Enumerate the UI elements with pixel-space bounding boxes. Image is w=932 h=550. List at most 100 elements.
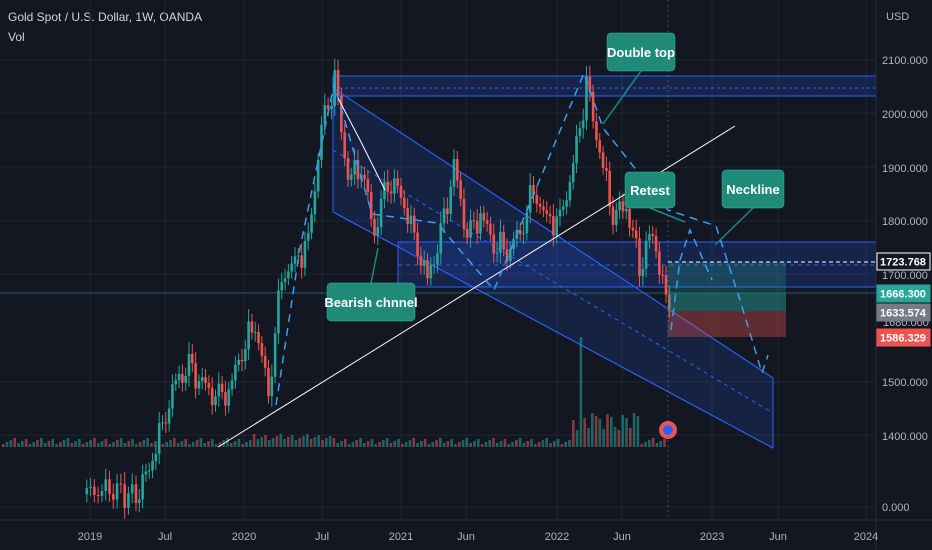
candle-body (277, 290, 280, 334)
candle-body (492, 234, 496, 254)
channel-mid (332, 149, 774, 414)
volume-bar (355, 440, 358, 447)
candle-body (210, 387, 214, 406)
candle-body (330, 106, 333, 109)
volume-bar (397, 439, 400, 447)
volume-bar (268, 440, 271, 447)
candle-body (469, 220, 472, 238)
volume-bar (9, 440, 13, 447)
volume-bar (173, 438, 176, 447)
volume-bar (188, 444, 191, 447)
volume-bar (260, 437, 263, 447)
volume-bar (389, 443, 393, 447)
volume-bar (287, 437, 290, 447)
volume-bar (351, 442, 355, 447)
volume-bar (321, 440, 324, 447)
volume-bar (575, 430, 579, 447)
position-zones (659, 0, 876, 520)
candle-body (446, 208, 449, 214)
volume-bar (97, 443, 100, 447)
candle-body (479, 213, 482, 234)
candle-body (412, 215, 416, 233)
volume-bar (123, 443, 127, 447)
volume-bar (526, 441, 529, 447)
volume-bar (218, 442, 222, 447)
candle-body (668, 294, 671, 310)
candle-body (393, 178, 396, 194)
candle-body (442, 208, 446, 224)
volume-bar (51, 439, 54, 447)
callout-box (624, 171, 676, 209)
volume-bar (613, 427, 617, 447)
candle-body (366, 179, 370, 193)
callout-label: Bearish chnnel (324, 295, 417, 310)
x-tick-label: 2020 (232, 531, 256, 543)
volume-bar (24, 439, 28, 447)
x-tick-label: 2023 (700, 531, 724, 543)
candle-body (399, 185, 403, 198)
volume-bar (545, 438, 548, 447)
volume-bar (21, 441, 24, 447)
volume-bar (317, 435, 320, 447)
candle-body (164, 422, 168, 424)
candle-body (532, 185, 535, 196)
resistance-zone (332, 75, 877, 97)
candle-body (644, 240, 648, 269)
volume-bar (629, 428, 632, 447)
candle-body (204, 377, 207, 384)
candle-body (85, 488, 89, 495)
volume-bar (663, 439, 666, 447)
candle-body (300, 255, 303, 268)
y-tick-label: 0.000 (882, 502, 910, 514)
candle-body (224, 392, 227, 406)
y-tick-label: 2100.000 (882, 55, 928, 67)
volume-bar (636, 416, 640, 447)
y-tick-label: 1500.000 (882, 377, 928, 389)
volume-bar (66, 438, 70, 447)
candle-body (253, 332, 257, 334)
volume-bar (347, 444, 351, 447)
volume-bar (363, 443, 366, 447)
volume-bar (469, 443, 472, 447)
candle-body (379, 199, 383, 228)
volume-bar (290, 435, 294, 447)
candle-body (376, 227, 380, 236)
candle-body (313, 191, 317, 215)
candle-body (227, 389, 231, 406)
candle-body (462, 198, 466, 229)
candle-body (432, 264, 436, 266)
candles (85, 58, 671, 519)
candle-body (495, 252, 499, 254)
candle-body (608, 170, 611, 207)
volume-bar (207, 441, 210, 447)
price-tag-label: 1666.300 (880, 289, 926, 301)
volume-bar (59, 442, 62, 447)
candle-body (310, 214, 313, 233)
candle-body (290, 263, 293, 272)
candle-body (297, 255, 300, 257)
volume-bar (195, 440, 199, 447)
retest-path (670, 227, 713, 331)
volume-bar (336, 443, 339, 447)
target-zone-upper (668, 262, 786, 293)
y-tick-label: 2000.000 (882, 109, 928, 121)
target-zone (668, 293, 786, 311)
candle-body (542, 206, 545, 211)
candle-body (631, 227, 635, 231)
candle-body (452, 159, 456, 187)
volume-bar (492, 438, 495, 447)
volume-bar (370, 439, 374, 447)
candle-body (588, 76, 592, 92)
candle-body (356, 160, 360, 180)
volume-bar (420, 441, 423, 447)
volume-bar (85, 442, 89, 447)
candle-body (389, 191, 393, 194)
candle-body (624, 208, 628, 212)
volume-bar (393, 441, 396, 447)
candle-body (250, 321, 254, 333)
candle-body (151, 461, 154, 471)
candle-body (240, 359, 244, 362)
volume-bar (583, 418, 586, 447)
channel-lower (332, 211, 774, 449)
volume-bar (165, 442, 168, 447)
